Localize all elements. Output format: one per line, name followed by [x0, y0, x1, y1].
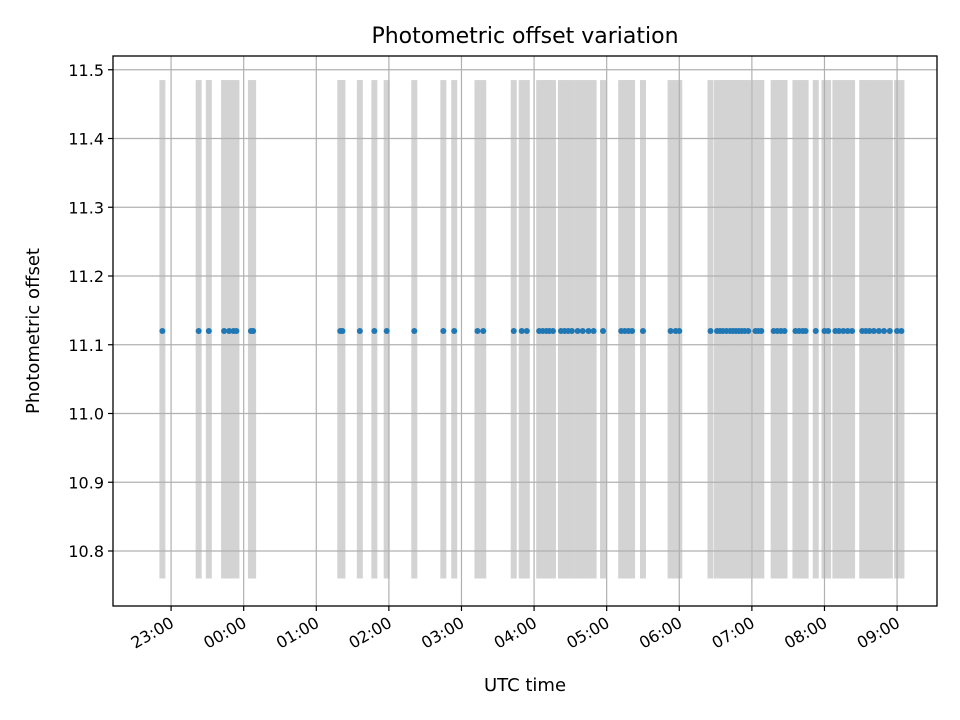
data-point	[518, 328, 525, 334]
data-point	[233, 328, 240, 334]
y-tick-label: 11.2	[68, 267, 104, 286]
data-point	[474, 328, 481, 334]
data-point	[195, 328, 202, 334]
data-point	[221, 328, 228, 334]
chart-title: Photometric offset variation	[371, 24, 678, 49]
x-axis-label: UTC time	[484, 675, 566, 696]
data-point	[250, 328, 257, 334]
y-axis-label: Photometric offset	[23, 248, 44, 414]
data-point	[579, 328, 586, 334]
data-point	[205, 328, 212, 334]
data-point	[849, 328, 856, 334]
y-tick-label: 11.0	[68, 405, 104, 424]
data-point	[844, 328, 851, 334]
data-point	[226, 328, 233, 334]
data-point	[585, 328, 592, 334]
data-point	[480, 328, 487, 334]
data-point	[881, 328, 887, 334]
data-points	[159, 328, 905, 334]
data-point	[639, 328, 646, 334]
y-tick-label: 11.3	[68, 198, 104, 217]
data-point	[574, 328, 581, 334]
data-point	[866, 328, 873, 334]
data-point	[440, 328, 447, 334]
data-point	[812, 328, 819, 334]
data-point	[451, 328, 458, 334]
data-point	[676, 328, 683, 334]
plot-frame	[112, 55, 938, 607]
data-point	[825, 328, 832, 334]
data-point	[898, 328, 905, 334]
y-tick-label: 11.1	[68, 336, 104, 355]
y-tick-label: 11.5	[68, 61, 104, 80]
y-tick-label: 10.9	[68, 473, 104, 492]
y-tick-label: 10.8	[68, 542, 104, 561]
data-point	[875, 328, 882, 334]
data-point	[383, 328, 390, 334]
data-point	[371, 328, 378, 334]
data-point	[707, 328, 714, 334]
data-point	[339, 328, 346, 334]
data-point	[840, 328, 847, 334]
y-axis-ticks: 10.8 10.9 11.0 11.1 11.2 11.3 11.4 11.5	[68, 61, 113, 561]
data-point	[894, 328, 901, 334]
data-point	[549, 328, 556, 334]
data-point	[523, 328, 530, 334]
data-point	[411, 328, 418, 334]
data-point	[745, 328, 752, 334]
data-point	[629, 328, 636, 334]
data-point	[870, 328, 877, 334]
data-point	[667, 328, 674, 334]
y-tick-label: 11.4	[68, 130, 104, 149]
data-point	[781, 328, 788, 334]
data-point	[835, 328, 842, 334]
data-point	[159, 328, 166, 334]
data-point	[886, 328, 893, 334]
data-point	[758, 328, 765, 334]
data-point	[568, 328, 575, 334]
data-point	[600, 328, 607, 334]
data-point	[510, 328, 517, 334]
data-point	[802, 328, 809, 334]
data-point	[356, 328, 363, 334]
data-point	[590, 328, 597, 334]
